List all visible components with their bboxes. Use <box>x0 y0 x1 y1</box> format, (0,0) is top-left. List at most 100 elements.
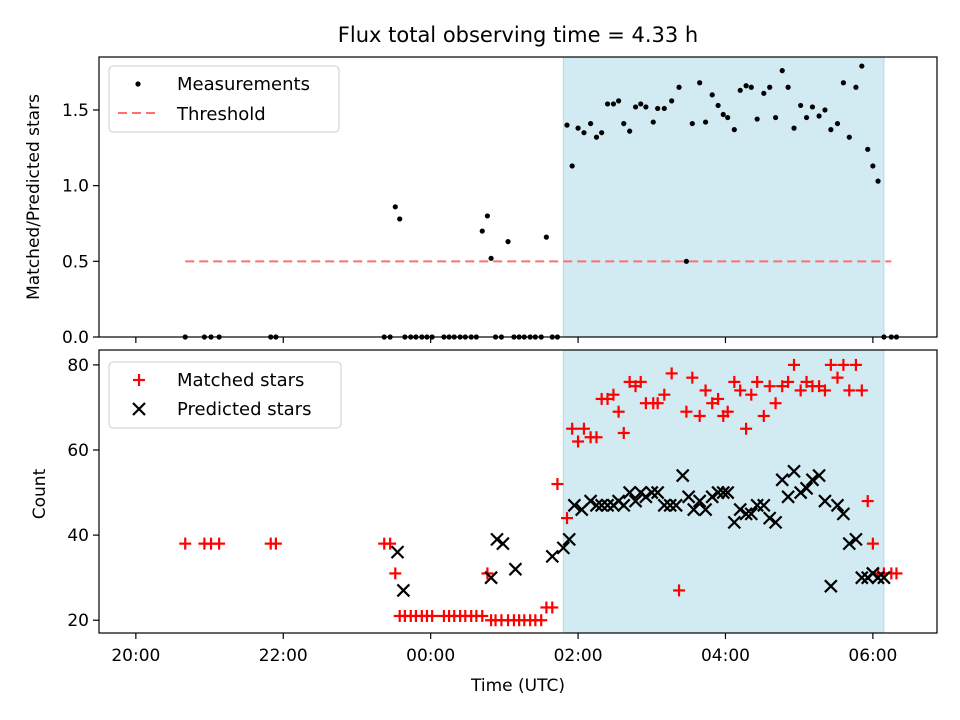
predicted-stars-point <box>663 498 677 513</box>
bottom-legend: Matched stars Predicted stars <box>108 361 342 429</box>
predicted-stars-point <box>781 490 795 504</box>
measurement-point <box>798 102 804 109</box>
measurement-point <box>638 101 644 107</box>
measurement-point <box>488 255 494 261</box>
predicted-stars-point <box>739 507 753 521</box>
matched-stars-point <box>577 422 590 435</box>
matched-stars-point <box>572 435 585 448</box>
measurement-point <box>803 114 810 121</box>
matched-stars-point <box>612 405 625 418</box>
measurement-point <box>709 92 715 98</box>
predicted-stars-point <box>644 485 659 500</box>
top-panel: 0.0 0.5 1.0 1.5 Matched/Predicted stars Mea… <box>24 56 938 348</box>
matched-stars-point <box>890 567 903 580</box>
measurement-point <box>484 213 491 219</box>
measurement-point <box>754 116 760 122</box>
predicted-stars-point <box>490 532 504 547</box>
measurement-point <box>834 120 841 127</box>
predicted-stars-point <box>727 515 742 530</box>
predicted-stars-point <box>616 498 631 513</box>
predicted-stars-points <box>390 464 891 598</box>
matched-stars-point <box>617 426 630 439</box>
predicted-stars-point <box>855 570 869 585</box>
matched-stars-point <box>693 409 706 422</box>
measurement-point <box>505 239 511 245</box>
predicted-stars-point <box>390 545 405 559</box>
measurement-point <box>616 98 622 104</box>
measurement-point <box>743 83 749 89</box>
matched-stars-point <box>818 384 831 397</box>
measurement-point <box>575 125 581 131</box>
matched-stars-point <box>831 371 844 384</box>
measurement-point <box>822 107 828 113</box>
predicted-stars-point <box>589 498 604 513</box>
measurement-point <box>621 120 627 127</box>
y-tick-label: 0.5 <box>62 252 89 272</box>
measurement-point <box>859 63 865 69</box>
measurement-point <box>853 84 859 90</box>
bottom-x-ticks: 20:00 22:00 00:00 02:00 04:00 06:00 <box>111 633 897 666</box>
legend-threshold-label: Threshold <box>176 104 266 125</box>
predicted-stars-point <box>698 502 713 517</box>
matched-stars-point <box>751 375 764 388</box>
matched-stars-point <box>269 537 282 550</box>
bottom-y-ticks: 20 40 60 80 <box>67 356 99 631</box>
bottom-legend-box <box>108 361 342 429</box>
matched-stars-point <box>794 384 807 397</box>
matched-stars-point <box>763 380 776 393</box>
matched-stars-point <box>551 478 564 491</box>
x-tick-label: 22:00 <box>259 646 308 666</box>
predicted-stars-point <box>567 498 582 513</box>
predicted-stars-point <box>793 485 808 500</box>
measurement-point <box>669 98 675 104</box>
predicted-stars-point <box>675 468 690 483</box>
y-tick-label: 1.5 <box>62 101 89 121</box>
predicted-stars-point <box>650 485 665 500</box>
predicted-stars-point <box>775 473 790 487</box>
predicted-stars-point <box>692 494 707 508</box>
measurement-point <box>587 120 594 127</box>
y-tick-label: 60 <box>67 441 89 461</box>
measurement-point <box>767 84 773 90</box>
matched-stars-point <box>213 537 226 550</box>
predicted-stars-point <box>762 511 777 525</box>
measurement-point <box>725 114 731 121</box>
measurement-point <box>655 105 661 112</box>
measurement-point <box>846 134 852 140</box>
measurement-point <box>661 105 667 112</box>
predicted-stars-point <box>757 498 771 513</box>
predicted-stars-point <box>496 536 510 551</box>
measurement-point <box>397 216 403 222</box>
measurement-point <box>627 128 633 134</box>
measurement-point <box>689 120 695 127</box>
predicted-stars-point <box>681 490 696 504</box>
measurement-point <box>779 68 785 74</box>
predicted-stars-point <box>484 570 498 585</box>
matched-stars-point <box>782 375 795 388</box>
measurement-point <box>816 113 822 119</box>
predicted-stars-point <box>812 468 826 483</box>
top-y-axis-label: Matched/Predicted stars <box>24 94 44 300</box>
matched-stars-point <box>665 367 678 380</box>
matched-stars-point <box>849 358 862 371</box>
x-tick-label: 04:00 <box>701 646 750 666</box>
predicted-stars-point <box>842 536 857 551</box>
matched-stars-point <box>740 422 753 435</box>
matched-stars-point <box>634 375 647 388</box>
bottom-panel-frame <box>98 349 938 634</box>
predicted-stars-point <box>622 485 637 500</box>
matched-stars-point <box>426 609 439 622</box>
measurement-point <box>875 178 881 184</box>
predicted-stars-point <box>877 570 891 585</box>
measurement-point <box>720 111 726 118</box>
matched-stars-point <box>686 371 699 384</box>
matched-stars-point <box>546 601 559 614</box>
measurement-point <box>581 130 587 136</box>
measurement-point <box>785 84 791 90</box>
legend-measurements-marker <box>135 81 141 87</box>
measurement-point <box>610 101 617 107</box>
matched-stars-point <box>861 495 874 508</box>
measurement-point <box>840 80 846 86</box>
